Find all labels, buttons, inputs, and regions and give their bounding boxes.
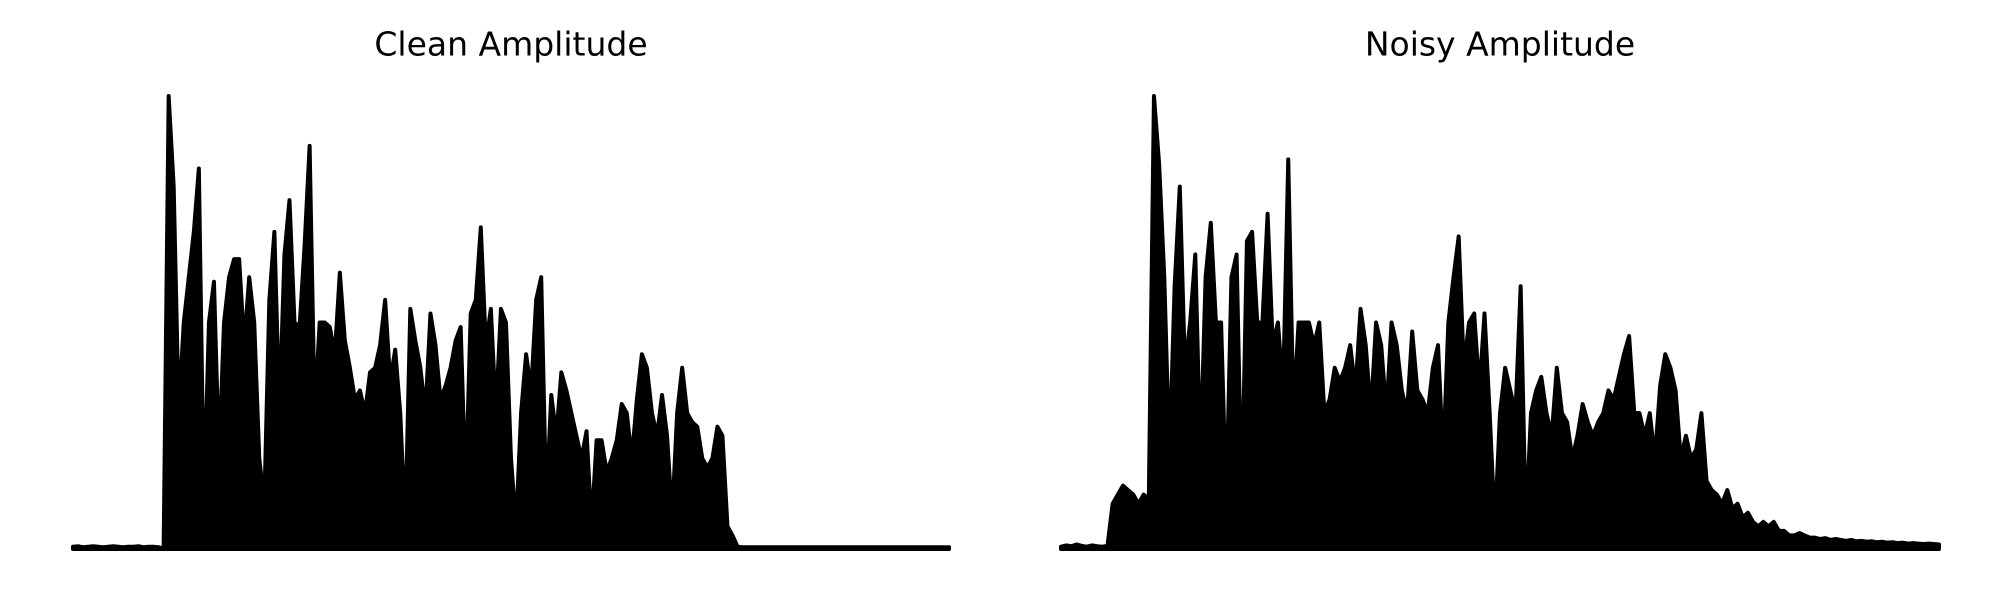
amplitude-area: [71, 94, 951, 551]
amplitude-area: [1059, 94, 1941, 551]
chart-title: Noisy Amplitude: [1365, 25, 1635, 64]
chart-title: Clean Amplitude: [374, 25, 647, 64]
